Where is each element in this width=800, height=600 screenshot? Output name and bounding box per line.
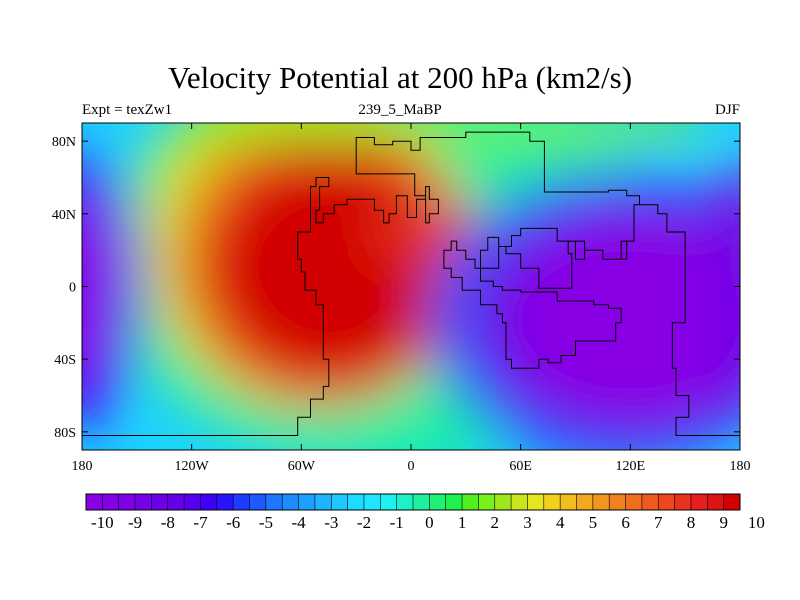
colorbar-label: -1 [390, 513, 404, 532]
axis-ticks: 80N 40N 0 40S 80S 180 120W 60W 0 60E 120E 180 [52, 123, 751, 474]
colorbar-swatch [282, 494, 299, 510]
field-north-cap [180, 123, 700, 140]
colorbar-swatch [462, 494, 479, 510]
x-tick-label: 0 [408, 459, 415, 474]
x-tick-label: 180 [730, 459, 751, 474]
period-label: 239_5_MaBP [358, 102, 442, 118]
colorbar-swatch [396, 494, 414, 510]
colorbar-swatch [86, 494, 103, 510]
colorbar-label: -5 [259, 513, 273, 532]
colorbar-swatch [527, 494, 545, 510]
colorbar-label: 1 [458, 513, 467, 532]
field-east-wrap [700, 160, 740, 420]
y-tick-label: 0 [69, 281, 76, 296]
colorbar-swatch [216, 494, 234, 510]
colorbar-swatch [707, 494, 724, 510]
x-tick-label: 120W [175, 459, 210, 474]
x-tick-label: 120E [616, 459, 646, 474]
season-label: DJF [714, 102, 740, 118]
colorbar-label: 4 [556, 513, 565, 532]
colorbar-swatch [690, 494, 708, 510]
colorbar-swatch [494, 494, 512, 510]
colorbar-swatch [560, 494, 577, 510]
colorbar-swatch [543, 494, 561, 510]
colorbar-label: -7 [193, 513, 208, 532]
colorbar-swatch [413, 494, 430, 510]
colorbar-swatch [429, 494, 446, 510]
x-tick-label: 180 [72, 459, 93, 474]
field-min-core [510, 220, 740, 420]
colorbar-label: 3 [523, 513, 532, 532]
colorbar-label: 6 [621, 513, 630, 532]
colorbar-swatch [363, 494, 381, 510]
colorbar-label: -4 [292, 513, 307, 532]
colorbar-swatch [118, 494, 136, 510]
colorbar-swatch [265, 494, 283, 510]
colorbar-swatch [592, 494, 610, 510]
y-tick-label: 80S [54, 426, 76, 441]
colorbar-swatch [102, 494, 119, 510]
colorbar-swatch [625, 494, 643, 510]
colorbar-swatch [200, 494, 218, 510]
plot-title: Velocity Potential at 200 hPa (km2/s) [167, 60, 633, 95]
colorbar-label: -10 [91, 513, 114, 532]
colorbar-label: 8 [687, 513, 696, 532]
colorbar-swatch [233, 494, 250, 510]
colorbar-swatch [576, 494, 594, 510]
colorbar-swatch [511, 494, 528, 510]
experiment-label: Expt = texZw1 [82, 102, 173, 118]
colorbar-swatch [314, 494, 332, 510]
colorbar-swatch [478, 494, 496, 510]
y-tick-label: 40S [54, 353, 76, 368]
colorbar-label: 7 [654, 513, 663, 532]
colorbar-swatch [135, 494, 152, 510]
coastline [82, 131, 740, 436]
colorbar-label: 2 [491, 513, 500, 532]
colorbar-swatch [380, 494, 397, 510]
colorbar-label: -8 [161, 513, 175, 532]
colorbar-swatch [184, 494, 201, 510]
x-tick-label: 60E [509, 459, 532, 474]
colorbar-swatch [167, 494, 185, 510]
field-max-core [215, 160, 445, 380]
colorbar-swatch [609, 494, 626, 510]
y-tick-label: 40N [52, 208, 76, 223]
colorbar-swatch [445, 494, 463, 510]
colorbar-label: -6 [226, 513, 240, 532]
colorbar-swatch [641, 494, 659, 510]
colorbar-label: -2 [357, 513, 371, 532]
field-west-min [82, 180, 117, 400]
colorbar-label: 9 [719, 513, 728, 532]
colorbar-label: 10 [748, 513, 765, 532]
colorbar-swatch [249, 494, 267, 510]
colorbar-label: 5 [589, 513, 598, 532]
colorbar: -10 -9 -8 -7 -6 -5 -4 -3 -2 -1 0 1 2 3 4 5 6 7 8 9 10 [85, 493, 765, 532]
colorbar-swatch [723, 494, 741, 510]
colorbar-label: -9 [128, 513, 142, 532]
colorbar-swatch [658, 494, 675, 510]
y-tick-label: 80N [52, 135, 76, 150]
colorbar-swatch [298, 494, 316, 510]
colorbar-label: -3 [324, 513, 338, 532]
colorbar-swatch [331, 494, 348, 510]
colorbar-swatch [674, 494, 692, 510]
x-tick-label: 60W [288, 459, 316, 474]
colorbar-swatch [151, 494, 169, 510]
colorbar-label: 0 [425, 513, 434, 532]
colorbar-swatch [347, 494, 365, 510]
field-area [82, 123, 740, 450]
